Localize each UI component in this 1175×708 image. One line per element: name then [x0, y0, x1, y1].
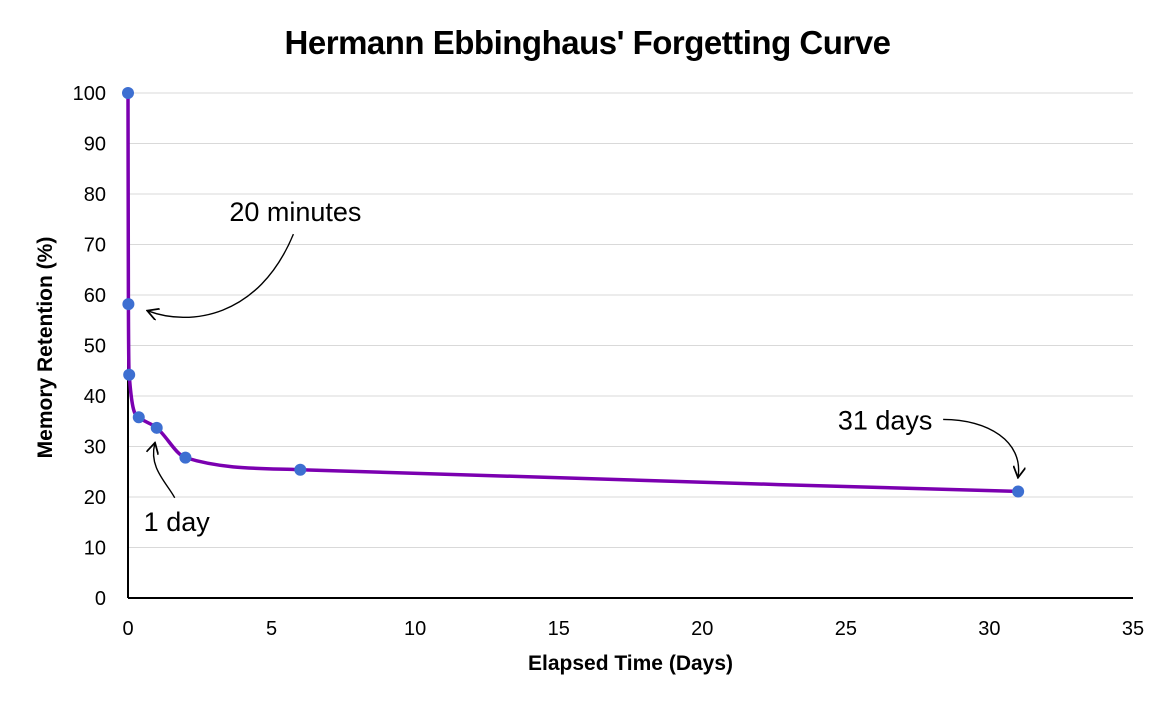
gridlines: [128, 92, 1133, 548]
data-point: [122, 87, 134, 99]
chart-title: Hermann Ebbinghaus' Forgetting Curve: [284, 24, 891, 61]
annotation-label: 1 day: [144, 507, 211, 537]
y-tick-label: 90: [84, 134, 106, 156]
annotation-label: 20 minutes: [229, 197, 361, 227]
y-tick-label: 0: [95, 588, 106, 610]
x-axis-title: Elapsed Time (Days): [528, 652, 733, 675]
y-axis-title: Memory Retention (%): [34, 237, 57, 459]
data-point: [123, 368, 136, 381]
y-tick-label: 30: [84, 437, 106, 459]
x-tick-label: 0: [122, 618, 133, 640]
annotation-arrow: [148, 233, 295, 317]
annotation-arrow: [943, 418, 1018, 476]
annotations: 20 minutes 1 day 31 days: [144, 197, 1019, 537]
y-tick-label: 40: [84, 386, 106, 408]
tick-labels: 0 10 20 30 40 50 60 70 80 90 100 0 5 10 15 20 25 30 35: [73, 83, 1145, 640]
data-point: [179, 451, 192, 464]
annotation-label: 31 days: [838, 405, 933, 435]
x-tick-label: 35: [1122, 618, 1144, 640]
y-tick-label: 10: [84, 538, 106, 560]
x-tick-label: 5: [266, 618, 277, 640]
x-tick-label: 15: [548, 618, 570, 640]
data-point: [132, 411, 145, 424]
x-tick-label: 25: [835, 618, 857, 640]
y-tick-label: 100: [73, 83, 106, 105]
data-point: [122, 298, 135, 311]
x-tick-label: 20: [691, 618, 713, 640]
y-tick-label: 20: [84, 487, 106, 509]
y-tick-label: 70: [84, 235, 106, 257]
data-point: [150, 421, 163, 434]
data-points: [122, 87, 1025, 498]
x-tick-label: 10: [404, 618, 426, 640]
y-tick-label: 80: [84, 184, 106, 206]
data-point: [1012, 485, 1025, 498]
annotation-arrow: [154, 444, 176, 499]
y-tick-label: 60: [84, 285, 106, 307]
data-point: [294, 463, 307, 476]
x-tick-label: 30: [978, 618, 1000, 640]
y-tick-label: 50: [84, 336, 106, 358]
